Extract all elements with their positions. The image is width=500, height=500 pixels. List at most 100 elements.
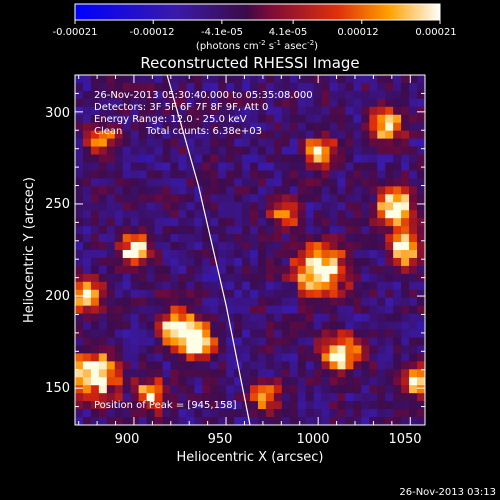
heatmap-cell — [401, 297, 410, 306]
heatmap-cell — [194, 130, 203, 139]
heatmap-cell — [273, 417, 283, 425]
heatmap-cell — [273, 130, 283, 139]
heatmap-cell — [250, 138, 259, 147]
heatmap-cell — [417, 393, 425, 402]
heatmap-cell — [329, 122, 338, 131]
heatmap-cell — [369, 90, 378, 100]
heatmap-cell — [289, 226, 299, 235]
heatmap-cell — [90, 154, 100, 163]
heatmap-cell — [194, 106, 203, 116]
heatmap-cell — [265, 178, 275, 187]
heatmap-cell — [75, 210, 84, 219]
heatmap-cell — [377, 257, 386, 267]
heatmap-cell — [162, 321, 171, 330]
heatmap-cell — [273, 305, 283, 314]
heatmap-cell — [265, 353, 275, 362]
heatmap-cell — [289, 281, 299, 291]
heatmap-cell — [353, 369, 362, 378]
heatmap-cell — [154, 122, 163, 131]
heatmap-cell — [329, 377, 338, 386]
heatmap-cell — [305, 377, 314, 386]
heatmap-cell — [369, 313, 378, 322]
heatmap-cell — [98, 218, 108, 227]
heatmap-cell — [194, 162, 203, 171]
heatmap-cell — [202, 210, 211, 219]
heatmap-cell — [210, 281, 219, 291]
heatmap-cell — [138, 75, 147, 84]
heatmap-cell — [289, 297, 299, 306]
heatmap-cell — [313, 329, 322, 338]
heatmap-cell — [353, 265, 362, 275]
heatmap-cell — [75, 289, 84, 299]
heatmap-cell — [226, 210, 235, 219]
heatmap-cell — [122, 297, 131, 306]
heatmap-cell — [242, 321, 251, 330]
heatmap-cell — [170, 417, 179, 425]
heatmap-cell — [297, 305, 306, 314]
heatmap-cell — [226, 90, 235, 100]
heatmap-cell — [146, 329, 155, 338]
heatmap-cell — [186, 170, 195, 179]
heatmap-cell — [393, 194, 402, 203]
heatmap-cell — [226, 170, 235, 179]
heatmap-cell — [194, 234, 203, 243]
heatmap-cell — [122, 321, 131, 330]
heatmap-cell — [218, 377, 227, 386]
heatmap-cell — [417, 130, 425, 139]
heatmap-cell — [377, 130, 386, 139]
heatmap-cell — [106, 178, 116, 187]
heatmap-cell — [281, 170, 291, 179]
heatmap-cell — [273, 146, 283, 155]
heatmap-cell — [234, 242, 243, 251]
heatmap-cell — [210, 273, 219, 283]
heatmap-cell — [82, 170, 92, 179]
heatmap-cell — [194, 75, 203, 84]
heatmap-cell — [170, 369, 179, 378]
heatmap-cell — [321, 337, 330, 346]
heatmap-cell — [321, 417, 330, 425]
heatmap-cell — [265, 146, 275, 155]
heatmap-cell — [194, 226, 203, 235]
heatmap-cell — [281, 162, 291, 171]
heatmap-cell — [281, 90, 291, 100]
heatmap-cell — [313, 194, 322, 203]
heatmap-cell — [75, 130, 84, 139]
heatmap-cell — [98, 130, 108, 139]
heatmap-cell — [90, 242, 100, 251]
heatmap-cell — [281, 186, 291, 195]
heatmap-cell — [106, 242, 116, 251]
heatmap-cell — [170, 114, 179, 124]
heatmap-cell — [106, 265, 116, 275]
heatmap-cell — [289, 146, 299, 155]
heatmap-cell — [186, 321, 195, 330]
heatmap-cell — [289, 345, 299, 354]
heatmap-cell — [170, 226, 179, 235]
heatmap-cell — [409, 106, 418, 116]
heatmap-cell — [122, 90, 131, 100]
heatmap-cell — [257, 321, 267, 330]
heatmap-cell — [353, 114, 362, 124]
heatmap-cell — [242, 106, 251, 116]
heatmap-cell — [178, 361, 187, 370]
heatmap-cell — [170, 130, 179, 139]
heatmap-cell — [409, 417, 418, 425]
heatmap-cell — [90, 409, 100, 418]
heatmap-cell — [226, 98, 235, 108]
heatmap-cell — [106, 321, 116, 330]
heatmap-cell — [82, 250, 92, 259]
heatmap-cell — [162, 409, 171, 418]
heatmap-cell — [90, 345, 100, 354]
heatmap-cell — [273, 234, 283, 243]
heatmap-cell — [329, 409, 338, 418]
heatmap-cell — [401, 106, 410, 116]
heatmap-cell — [146, 138, 155, 147]
heatmap-cell — [178, 265, 187, 275]
heatmap-cell — [75, 337, 84, 346]
heatmap-cell — [409, 138, 418, 147]
heatmap-cell — [154, 393, 163, 402]
heatmap-cell — [170, 234, 179, 243]
heatmap-cell — [154, 138, 163, 147]
heatmap-cell — [353, 377, 362, 386]
heatmap-cell — [337, 154, 346, 163]
heatmap-cell — [234, 409, 243, 418]
